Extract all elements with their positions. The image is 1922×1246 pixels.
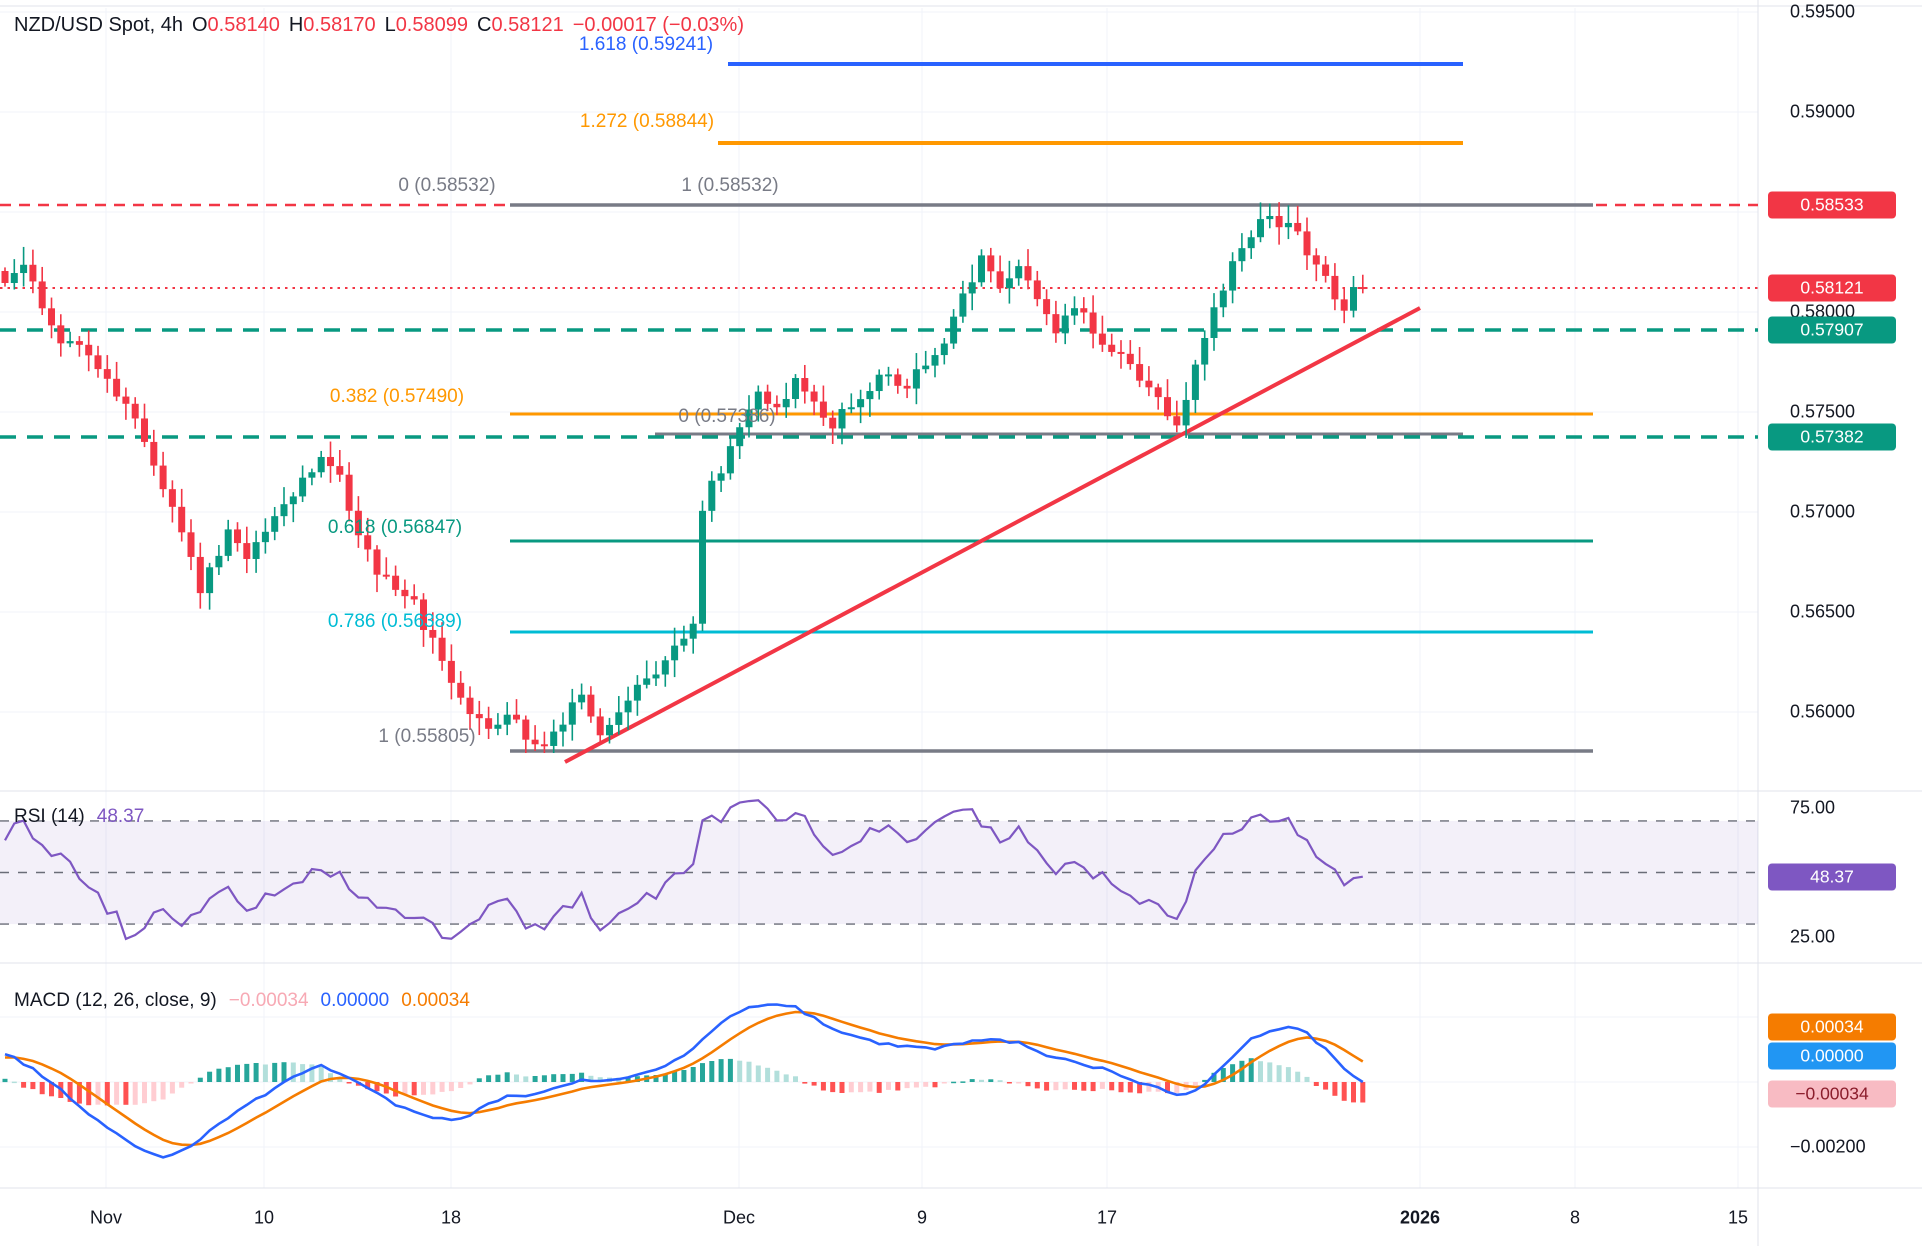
price-badge-48.37: 48.37	[1768, 863, 1896, 891]
fib-level-label: 0 (0.58532)	[398, 175, 496, 196]
price-axis-label: 0.59000	[1790, 101, 1856, 122]
rsi-line	[4, 799, 1363, 941]
symbol-legend: NZD/USD Spot, 4h O0.58140 H0.58170 L0.58…	[14, 14, 744, 37]
fib-level-label: 1.272 (0.58844)	[579, 111, 715, 132]
time-axis[interactable]	[0, 1188, 1922, 1246]
fib-level-label: 1 (0.58532)	[681, 175, 779, 196]
macd-title: MACD (12, 26, close, 9)	[14, 990, 217, 1011]
fib-level-label: 0.618 (0.56847)	[327, 517, 463, 538]
ohlc-high: H0.58170	[288, 14, 376, 36]
macd-line	[4, 1003, 1364, 1159]
price-axis-label: 0.56000	[1790, 701, 1856, 722]
macd-legend: MACD (12, 26, close, 9) −0.00034 0.00000…	[14, 990, 470, 1012]
macd-axis-label: −0.00200	[1790, 1136, 1866, 1157]
price-badge-−0.00034: −0.00034	[1768, 1080, 1896, 1108]
macd-signal-line	[4, 1010, 1364, 1147]
time-axis-label: 9	[916, 1207, 928, 1228]
price-axis-label: 0.57000	[1790, 501, 1856, 522]
rsi-axis-label: 25.00	[1790, 926, 1836, 947]
price-badge-0.58121: 0.58121	[1768, 274, 1896, 302]
fib-level-label: 0 (0.57386)	[678, 406, 776, 427]
trendline	[564, 306, 1421, 764]
time-axis-label: 17	[1096, 1207, 1118, 1228]
time-axis-label: 10	[253, 1207, 275, 1228]
macd-line-value: 0.00000	[320, 990, 390, 1011]
time-axis-label: Nov	[89, 1207, 123, 1228]
ohlc-open: O0.58140	[191, 14, 280, 36]
fib-level-label: 1.618 (0.59241)	[578, 34, 714, 55]
time-axis-label: 2026	[1399, 1207, 1441, 1228]
price-badge-0.58533: 0.58533	[1768, 191, 1896, 219]
ohlc-close: C0.58121	[476, 14, 564, 36]
symbol-title: NZD/USD Spot, 4h	[14, 14, 183, 36]
change-value: −0.00017 (−0.03%)	[572, 14, 744, 36]
rsi-axis-label: 75.00	[1790, 797, 1836, 818]
price-axis-label: 0.57500	[1790, 401, 1856, 422]
macd-signal-value: 0.00034	[401, 990, 470, 1011]
fib-level-label: 1 (0.55805)	[378, 726, 476, 747]
candles	[1, 202, 1367, 753]
time-axis-label: 15	[1727, 1207, 1749, 1228]
rsi-value: 48.37	[96, 806, 145, 827]
price-badge-0.57382: 0.57382	[1768, 423, 1896, 451]
price-badge-0.00000: 0.00000	[1768, 1042, 1896, 1070]
price-badge-0.00034: 0.00034	[1768, 1013, 1896, 1041]
price-axis-label: 0.59500	[1790, 1, 1856, 22]
price-axis[interactable]	[1758, 0, 1922, 1188]
rsi-title: RSI (14)	[14, 806, 85, 827]
price-badge-0.57907: 0.57907	[1768, 316, 1896, 344]
time-axis-label: 8	[1569, 1207, 1581, 1228]
macd-hist-value: −0.00034	[228, 990, 309, 1011]
time-axis-label: 18	[440, 1207, 462, 1228]
fib-level-label: 0.786 (0.56389)	[327, 611, 463, 632]
price-axis-label: 0.56500	[1790, 601, 1856, 622]
time-axis-label: Dec	[722, 1207, 756, 1228]
rsi-legend: RSI (14) 48.37	[14, 806, 144, 828]
fib-level-label: 0.382 (0.57490)	[329, 386, 465, 407]
ohlc-low: L0.58099	[384, 14, 468, 36]
